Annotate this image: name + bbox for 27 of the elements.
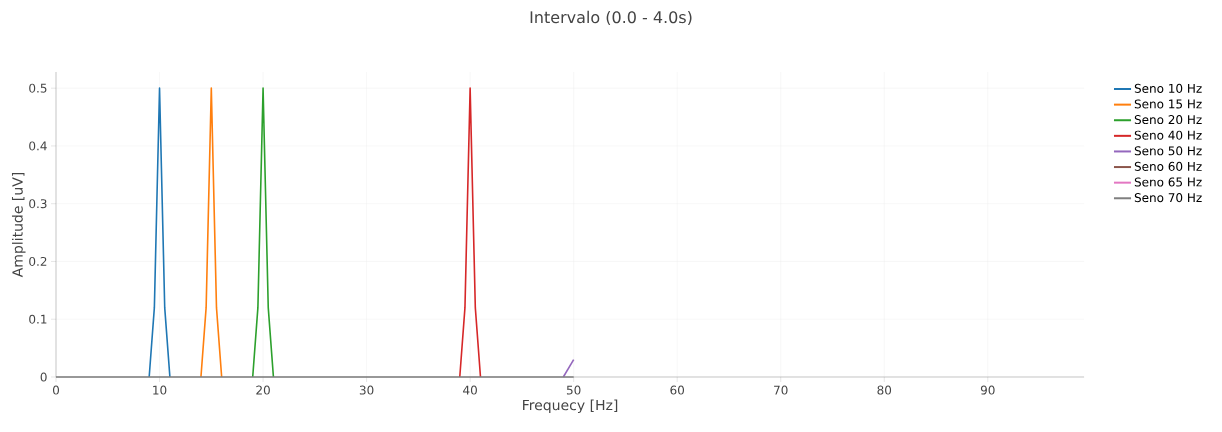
x-tick-label: 10 <box>153 385 167 395</box>
legend-label: Seno 60 Hz <box>1134 161 1202 171</box>
legend-label: Seno 15 Hz <box>1134 99 1202 109</box>
x-tick-label: 20 <box>256 385 270 395</box>
y-tick-label: 0.3 <box>29 199 47 209</box>
x-tick-label: 30 <box>359 385 374 395</box>
legend-label: Seno 65 Hz <box>1134 177 1202 187</box>
y-tick-label: 0.5 <box>29 83 47 93</box>
legend-label: Seno 40 Hz <box>1134 130 1202 140</box>
y-tick-label: 0.2 <box>29 256 47 267</box>
x-tick-label: 80 <box>877 385 892 395</box>
y-tick-label: 0 <box>40 372 47 382</box>
x-tick-label: 90 <box>980 385 995 395</box>
x-tick-label: 0 <box>52 385 60 395</box>
legend-label: Seno 10 Hz <box>1134 83 1202 93</box>
y-tick-label: 0.4 <box>29 141 47 151</box>
legend-label: Seno 50 Hz <box>1134 146 1202 156</box>
chart-title: Intervalo (0.0 - 4.0s) <box>530 10 692 26</box>
x-tick-label: 60 <box>670 385 685 395</box>
x-tick-label: 50 <box>566 385 581 395</box>
y-axis-title: Amplitude [uV] <box>11 172 26 278</box>
legend-label: Seno 20 Hz <box>1134 115 1202 125</box>
x-tick-label: 70 <box>774 385 788 395</box>
x-tick-label: 40 <box>463 385 477 395</box>
x-axis-title: Frequecy [Hz] <box>523 399 618 414</box>
legend-label: Seno 70 Hz <box>1134 193 1202 203</box>
y-tick-label: 0.1 <box>29 314 47 324</box>
